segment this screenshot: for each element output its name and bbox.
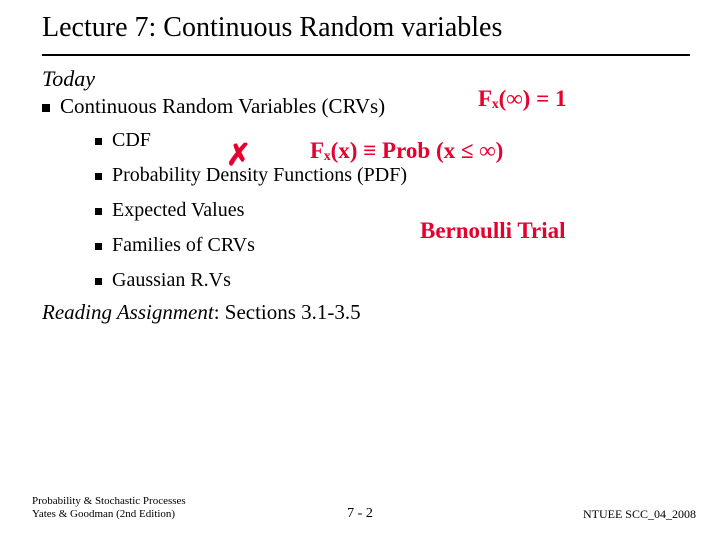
sub-topic-text: Families of CRVs (112, 234, 255, 256)
reading-label: Reading Assignment (42, 300, 214, 324)
bullet-icon (95, 208, 102, 215)
today-heading: Today (0, 56, 720, 92)
main-topic: Continuous Random Variables (CRVs) (0, 92, 720, 123)
sub-topic-text: Expected Values (112, 199, 244, 221)
bullet-icon (95, 278, 102, 285)
sub-topic: Families of CRVs (0, 228, 720, 263)
handwriting-eq2: Fₓ(x) ≡ Prob (x ≤ ∞) (310, 138, 503, 164)
reading-assignment: Reading Assignment: Sections 3.1-3.5 (0, 298, 720, 325)
bullet-icon (95, 243, 102, 250)
bullet-icon (95, 138, 102, 145)
handwriting-bernoulli: Bernoulli Trial (420, 218, 565, 244)
handwriting-cross-icon: ✗ (226, 138, 251, 173)
handwriting-eq1: Fₓ(∞) = 1 (478, 86, 566, 112)
sub-topic-text: CDF (112, 129, 151, 151)
sub-topic: Gaussian R.Vs (0, 263, 720, 298)
bullet-icon (42, 104, 50, 112)
slide-title: Lecture 7: Continuous Random variables (0, 0, 720, 48)
bullet-icon (95, 173, 102, 180)
reading-text: : Sections 3.1-3.5 (214, 300, 361, 324)
sub-topic: Expected Values (0, 193, 720, 228)
main-topic-text: Continuous Random Variables (CRVs) (60, 94, 385, 118)
sub-topic-text: Gaussian R.Vs (112, 269, 231, 291)
footer-right: NTUEE SCC_04_2008 (583, 507, 696, 522)
sub-topic-text: Probability Density Functions (PDF) (112, 164, 407, 186)
